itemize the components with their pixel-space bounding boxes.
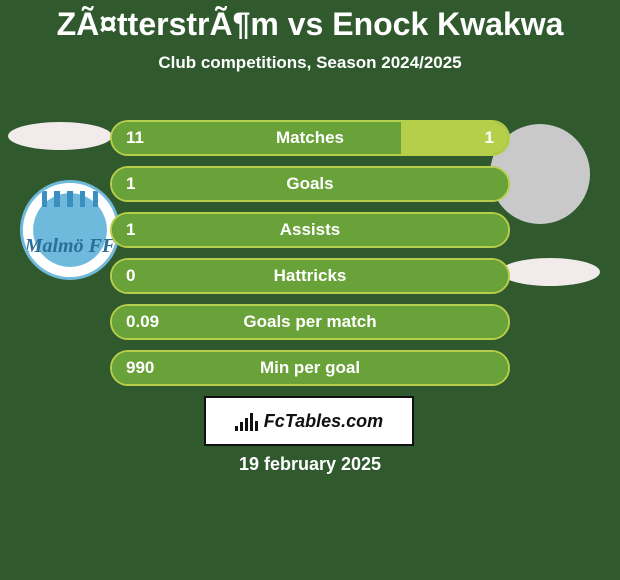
stat-row: Goals1 — [110, 166, 510, 202]
stat-value-left: 11 — [112, 122, 158, 154]
page-subtitle: Club competitions, Season 2024/2025 — [0, 53, 620, 73]
fctables-watermark: FcTables.com — [204, 396, 414, 446]
stat-row: Assists1 — [110, 212, 510, 248]
stat-label: Assists — [112, 214, 508, 246]
stat-value-left: 0.09 — [112, 306, 173, 338]
left-player-ellipse — [8, 122, 112, 150]
page-title: ZÃ¤tterstrÃ¶m vs Enock Kwakwa — [0, 0, 620, 43]
stat-row: Hattricks0 — [110, 258, 510, 294]
club-badge-inner: Malmö FF — [23, 183, 117, 277]
badge-main-text: Malmö FF — [23, 235, 117, 258]
stat-label: Matches — [112, 122, 508, 154]
stat-value-left: 990 — [112, 352, 168, 384]
stats-container: Matches111Goals1Assists1Hattricks0Goals … — [110, 120, 510, 396]
comparison-infographic: ZÃ¤tterstrÃ¶m vs Enock Kwakwa Club compe… — [0, 0, 620, 580]
fctables-label: FcTables.com — [264, 411, 383, 432]
stat-label: Min per goal — [112, 352, 508, 384]
stat-row: Min per goal990 — [110, 350, 510, 386]
stat-label: Hattricks — [112, 260, 508, 292]
stat-row: Goals per match0.09 — [110, 304, 510, 340]
stat-value-left: 1 — [112, 214, 149, 246]
date-text: 19 february 2025 — [0, 454, 620, 475]
left-club-badge: Malmö FF — [20, 180, 120, 280]
fctables-bars-icon — [235, 411, 258, 431]
right-player-ellipse — [500, 258, 600, 286]
stat-label: Goals — [112, 168, 508, 200]
stat-value-left: 1 — [112, 168, 149, 200]
stat-value-left: 0 — [112, 260, 149, 292]
stat-value-right: 1 — [471, 122, 508, 154]
badge-top-decor — [42, 191, 98, 208]
stat-row: Matches111 — [110, 120, 510, 156]
